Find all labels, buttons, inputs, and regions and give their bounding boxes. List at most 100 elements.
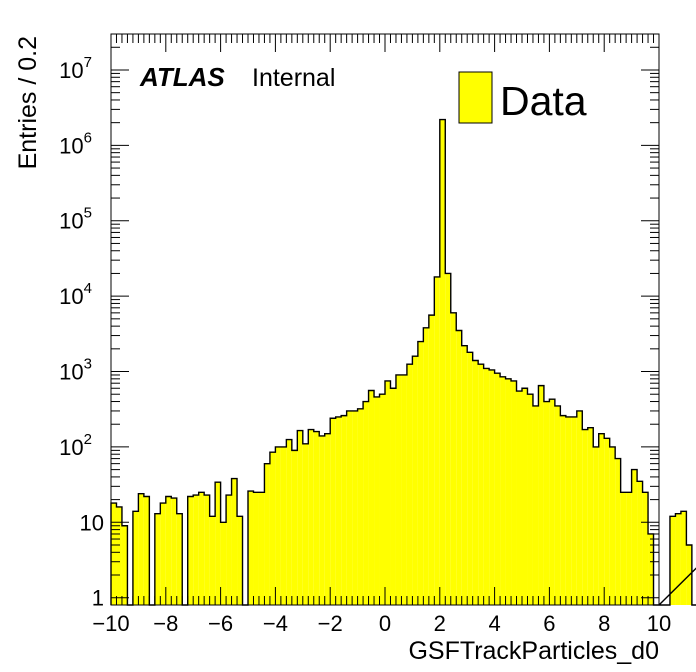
histogram-bar xyxy=(121,525,128,605)
x-axis-tick-labels: −10 −8 −6 −4 −2 0 2 4 6 8 10 xyxy=(92,611,671,636)
histogram-bar xyxy=(313,431,320,605)
histogram-bar xyxy=(286,439,292,605)
atlas-label: ATLAS xyxy=(139,62,225,92)
histogram-bars xyxy=(110,118,696,606)
histogram-bar xyxy=(587,427,594,605)
histogram-bar xyxy=(302,443,309,605)
x-tick-label: 2 xyxy=(434,611,446,636)
histogram-bar xyxy=(237,516,243,605)
y-tick-label: 102 xyxy=(59,431,92,460)
histogram-bar xyxy=(204,495,210,605)
y-tick-label: 106 xyxy=(59,129,92,158)
histogram-bar xyxy=(346,410,353,605)
histogram-bar xyxy=(275,446,281,605)
histogram-bar xyxy=(472,360,479,605)
histogram-bar xyxy=(669,516,676,605)
histogram-bar xyxy=(352,410,358,605)
x-tick-label: −8 xyxy=(153,611,178,636)
histogram-bar xyxy=(576,410,583,605)
histogram-bar xyxy=(253,492,259,605)
histogram-bar xyxy=(439,119,446,605)
histogram-bar xyxy=(143,496,150,605)
histogram-bar xyxy=(187,496,194,605)
histogram-bar xyxy=(522,388,528,605)
histogram-bar xyxy=(368,390,375,605)
histogram-bar xyxy=(532,405,539,605)
histogram-bar xyxy=(406,364,413,605)
histogram-bar xyxy=(401,374,407,605)
histogram-bar xyxy=(642,492,649,605)
histogram-bar xyxy=(483,368,490,605)
histogram-bar xyxy=(631,469,638,605)
histogram-bar xyxy=(511,380,517,605)
histogram-bar xyxy=(609,446,616,605)
y-tick-label: 1 xyxy=(92,586,104,611)
histogram-bar xyxy=(193,495,199,605)
histogram-bar xyxy=(598,433,605,605)
histogram-bar xyxy=(675,513,681,605)
histogram-bar xyxy=(138,493,144,605)
histogram-bar xyxy=(593,446,599,605)
histogram-bar xyxy=(330,418,336,605)
y-axis-ticks xyxy=(111,33,659,599)
histogram-bar xyxy=(209,516,216,605)
y-tick-label: 105 xyxy=(59,205,92,234)
histogram-bar xyxy=(543,401,550,605)
histogram-bar xyxy=(363,401,369,605)
histogram-bar xyxy=(132,511,139,605)
x-tick-label: −2 xyxy=(318,611,343,636)
y-tick-label: 107 xyxy=(59,54,92,83)
legend: Data xyxy=(458,71,587,124)
histogram-bar xyxy=(269,452,276,605)
histogram-bar xyxy=(494,373,501,605)
y-axis-title: Entries / 0.2 xyxy=(14,36,42,169)
histogram-bar xyxy=(428,315,435,605)
legend-label-data: Data xyxy=(500,78,587,124)
histogram-bar xyxy=(467,352,473,605)
histogram-bar xyxy=(648,533,654,605)
x-tick-label: 6 xyxy=(543,611,555,636)
y-tick-label: 103 xyxy=(59,356,92,385)
histogram-bar xyxy=(554,405,561,605)
histogram-bar xyxy=(116,506,122,605)
histogram-bar xyxy=(461,345,468,605)
histogram-bar xyxy=(604,438,610,605)
x-tick-label: −10 xyxy=(92,611,129,636)
histogram-bar xyxy=(258,492,265,605)
histogram-bar xyxy=(319,435,325,605)
y-tick-label: 104 xyxy=(59,280,92,309)
histogram-bar xyxy=(198,492,205,605)
histogram-bar xyxy=(626,492,632,605)
histogram-bar xyxy=(341,415,347,605)
histogram-bar xyxy=(357,408,364,605)
legend-swatch xyxy=(458,71,493,124)
histogram-bar xyxy=(680,511,687,605)
histogram-bar xyxy=(297,430,303,605)
histogram-outline xyxy=(110,118,696,606)
histogram-bar xyxy=(231,478,238,605)
x-tick-label: 8 xyxy=(598,611,610,636)
histogram-bar xyxy=(445,273,451,605)
histogram-bar xyxy=(620,492,627,605)
histogram-bar xyxy=(111,503,117,605)
histogram-bar xyxy=(489,369,495,605)
histogram-bar xyxy=(412,356,418,605)
histogram-bar xyxy=(154,513,161,605)
histogram-bar xyxy=(379,394,385,605)
histogram-bar xyxy=(500,376,506,605)
x-axis-ticks xyxy=(110,34,660,605)
histogram-bar xyxy=(291,450,298,605)
x-tick-label: −4 xyxy=(263,611,288,636)
histogram-bar xyxy=(215,482,221,605)
histogram-bar xyxy=(450,312,457,605)
y-axis-tick-labels: 1 10 102 103 104 105 106 107 xyxy=(59,54,104,611)
histogram-bar xyxy=(280,446,287,605)
histogram-bar xyxy=(478,364,484,605)
histogram-bar xyxy=(538,385,544,605)
histogram-bar xyxy=(324,433,331,605)
histogram-bar xyxy=(434,276,440,605)
y-tick-label: 10 xyxy=(80,510,104,535)
histogram-bar xyxy=(390,388,396,605)
histogram-bar xyxy=(516,391,522,605)
